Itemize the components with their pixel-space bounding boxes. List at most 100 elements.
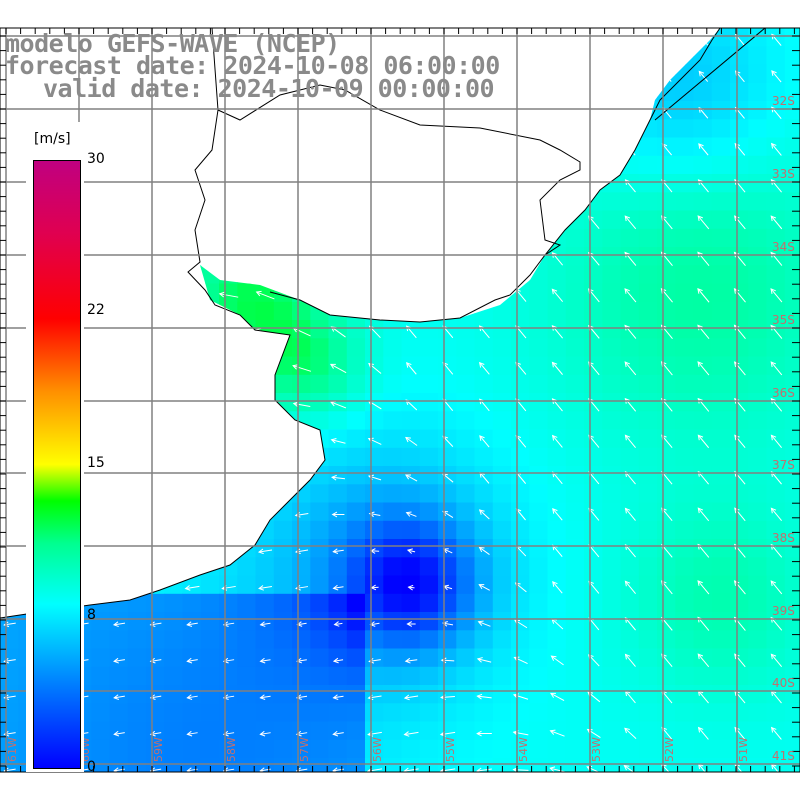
wind-arrow: [218, 291, 239, 298]
wind-speed-cell: [492, 539, 512, 558]
wind-speed-cell: [292, 685, 311, 704]
wind-speed-cell: [438, 648, 457, 668]
wind-speed-cell: [164, 210, 184, 230]
wind-speed-cell: [91, 265, 111, 285]
wind-speed-cell: [346, 520, 366, 540]
wind-speed-cell: [492, 447, 512, 467]
wind-speed-cell: [109, 447, 129, 467]
wind-speed-cell: [255, 356, 275, 376]
wind-speed-cell: [419, 119, 439, 139]
wind-speed-cell: [547, 119, 567, 139]
wind-speed-cell: [310, 137, 330, 157]
wind-speed-cell: [766, 648, 786, 668]
wind-speed-cell: [730, 283, 749, 303]
wind-speed-cell: [730, 137, 749, 157]
wind-speed-cell: [748, 648, 768, 668]
wind-speed-cell: [91, 648, 111, 668]
wind-speed-cell: [766, 721, 786, 741]
wind-speed-cell: [620, 356, 640, 376]
wind-speed-cell: [784, 82, 800, 102]
wind-speed-cell: [784, 758, 800, 772]
wind-speed-cell: [146, 192, 165, 212]
coastline: [0, 27, 326, 619]
wind-speed-cell: [602, 648, 622, 668]
wind-speed-cell: [419, 155, 439, 175]
wind-speed-cell: [365, 192, 384, 212]
wind-speed-cell: [182, 612, 202, 631]
wind-arrow: [111, 512, 127, 518]
wind-speed-cell: [328, 648, 348, 668]
wind-speed-cell: [766, 703, 786, 723]
wind-speed-cell: [565, 575, 585, 595]
wind-speed-cell: [584, 502, 603, 522]
wind-speed-cell: [456, 137, 476, 157]
wind-speed-cell: [365, 539, 384, 558]
wind-speed-cell: [511, 101, 530, 120]
wind-speed-cell: [127, 502, 147, 522]
wind-speed-cell: [200, 283, 220, 303]
wind-speed-cell: [474, 429, 494, 449]
wind-speed-cell: [0, 192, 19, 212]
wind-speed-cell: [0, 520, 19, 540]
wind-speed-cell: [620, 192, 640, 212]
wind-speed-cell: [638, 210, 658, 230]
wind-speed-cell: [146, 520, 165, 540]
wind-speed-cell: [237, 411, 257, 431]
wind-speed-cell: [346, 612, 366, 631]
wind-speed-cell: [565, 703, 585, 723]
wind-arrow: [332, 584, 344, 591]
wind-speed-cell: [584, 484, 603, 504]
wind-speed-cell: [401, 429, 421, 449]
wind-speed-cell: [255, 301, 275, 321]
wind-speed-cell: [273, 685, 293, 704]
wind-speed-cell: [511, 137, 530, 157]
wind-speed-cell: [146, 228, 165, 248]
wind-arrow: [258, 585, 272, 591]
wind-speed-cell: [492, 247, 512, 266]
wind-arrow: [256, 402, 274, 408]
wind-speed-cell: [675, 612, 695, 631]
wind-speed-cell: [620, 539, 640, 558]
wind-speed-cell: [383, 630, 403, 650]
wind-speed-cell: [127, 119, 147, 139]
wind-speed-cell: [164, 557, 184, 577]
wind-speed-cell: [657, 301, 676, 321]
wind-speed-cell: [657, 539, 676, 558]
wind-speed-cell: [127, 575, 147, 595]
wind-speed-cell: [693, 411, 713, 431]
wind-arrow: [1, 220, 18, 226]
wind-speed-cell: [456, 265, 476, 285]
wind-speed-cell: [346, 429, 366, 449]
wind-speed-cell: [565, 721, 585, 741]
wind-speed-cell: [711, 685, 731, 704]
wind-speed-cell: [200, 739, 220, 759]
wind-speed-cell: [748, 758, 768, 772]
wind-speed-cell: [109, 174, 129, 193]
wind-speed-cell: [511, 539, 530, 558]
wind-speed-cell: [365, 265, 384, 285]
wind-speed-cell: [584, 685, 603, 704]
wind-speed-cell: [456, 557, 476, 577]
wind-speed-cell: [784, 247, 800, 266]
wind-speed-cell: [164, 320, 184, 339]
longitude-label: 58W: [225, 737, 238, 762]
wind-speed-cell: [766, 484, 786, 504]
wind-arrow: [331, 511, 345, 518]
wind-speed-cell: [200, 721, 220, 741]
wind-speed-cell: [292, 739, 311, 759]
wind-speed-cell: [711, 393, 731, 412]
wind-speed-cell: [657, 630, 676, 650]
wind-arrow: [549, 766, 565, 772]
wind-speed-cell: [255, 411, 275, 431]
wind-arrow: [405, 215, 417, 229]
wind-speed-cell: [565, 320, 585, 339]
wind-speed-cell: [529, 447, 549, 467]
wind-speed-cell: [492, 228, 512, 248]
wind-speed-cell: [547, 46, 567, 66]
wind-speed-cell: [200, 320, 220, 339]
wind-speed-cell: [657, 393, 676, 412]
wind-speed-cell: [693, 64, 713, 84]
wind-speed-cell: [474, 301, 494, 321]
wind-speed-cell: [602, 593, 622, 613]
wind-speed-cell: [638, 301, 658, 321]
